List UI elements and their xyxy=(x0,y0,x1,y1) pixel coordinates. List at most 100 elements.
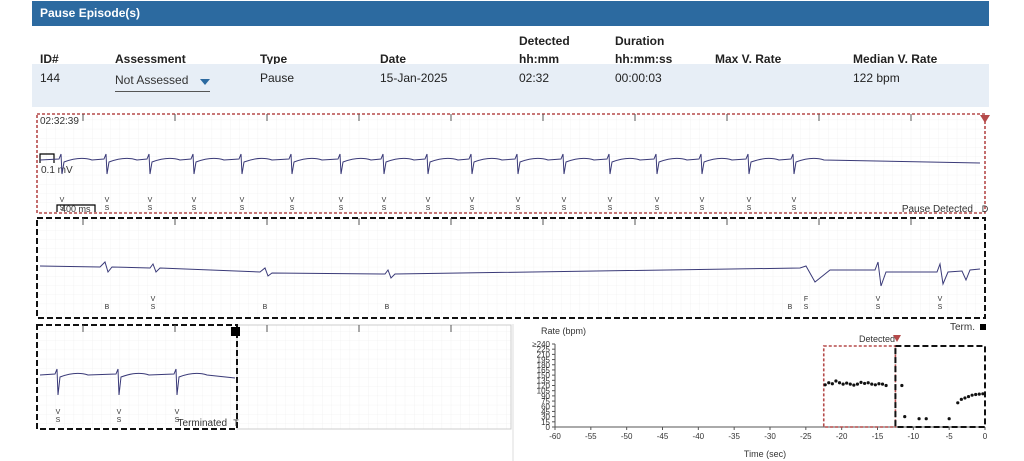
rate-point xyxy=(855,382,860,386)
beat-marker-bottom: S xyxy=(192,205,197,212)
rate-point xyxy=(917,417,921,421)
beat-marker-bottom: S xyxy=(290,205,295,212)
y-tick-label: 225 xyxy=(537,345,551,354)
chart-xlabel: Time (sec) xyxy=(744,449,786,459)
beat-marker-top: V xyxy=(151,296,156,303)
detected-window xyxy=(822,345,897,428)
rate-point xyxy=(870,382,874,386)
ecg-strip-1[interactable]: 02:32:39 0.1 mV 400 ms VSVSVSVSVSVSVSVSV… xyxy=(36,113,990,215)
terminated-label: Terminated xyxy=(178,418,227,429)
beat-marker-bottom: S xyxy=(426,205,431,212)
rate-point xyxy=(834,379,838,383)
rate-point xyxy=(947,417,951,421)
cell-median-rate: 122 bpm xyxy=(853,71,900,85)
beat-marker-top: V xyxy=(426,197,431,204)
ecg-waveform-3 xyxy=(39,368,236,396)
chart-title: Rate (bpm) xyxy=(541,326,586,336)
col-assessment: Assessment xyxy=(115,52,186,66)
y-tick-label: 150 xyxy=(537,371,551,380)
beat-marker-bottom: S xyxy=(562,205,567,212)
rate-point xyxy=(970,393,974,397)
x-tick-label: -40 xyxy=(693,432,705,441)
rate-point xyxy=(827,381,831,385)
beat-marker-bottom: S xyxy=(747,205,752,212)
y-tick-label: 90 xyxy=(541,392,550,401)
col-median-rate: Median V. Rate xyxy=(853,52,938,66)
strip-1-grid xyxy=(37,114,985,213)
rate-point xyxy=(877,382,881,386)
beat-marker-bottom: S xyxy=(516,205,521,212)
beat-marker-bottom: S xyxy=(56,417,61,424)
x-tick-label: -5 xyxy=(946,432,954,441)
caret-down-icon[interactable] xyxy=(200,79,210,85)
beat-marker-top: V xyxy=(747,197,752,204)
beat-marker-top: V xyxy=(516,197,521,204)
beat-marker-bottom: S xyxy=(60,205,65,212)
beat-marker-bottom: S xyxy=(876,304,881,311)
rate-point xyxy=(884,383,888,388)
strip-2-grid xyxy=(37,218,985,318)
y-tick-label: 30 xyxy=(541,413,550,422)
rate-point xyxy=(859,380,863,384)
col-duration: Duration xyxy=(615,34,665,48)
beat-marker-bottom: B xyxy=(385,304,390,311)
rate-point xyxy=(830,382,834,386)
x-tick-label: -55 xyxy=(585,432,597,441)
strip-2-time-ticks xyxy=(82,218,912,225)
beat-marker-top: V xyxy=(148,197,153,204)
y-tick-label: ≥240 xyxy=(532,340,550,349)
rate-point xyxy=(866,381,870,385)
beat-marker-top: V xyxy=(117,409,122,416)
strip-3-grid xyxy=(37,325,237,429)
beat-marker-top: V xyxy=(240,197,245,204)
detected-window-label: Detected xyxy=(859,334,895,344)
episodes-title: Pause Episode(s) xyxy=(40,6,141,20)
y-tick-label: 165 xyxy=(537,366,551,375)
beat-marker-bottom: S xyxy=(105,205,110,212)
y-tick-label: 0 xyxy=(546,423,551,432)
table-row[interactable] xyxy=(32,64,989,107)
episodes-header: Pause Episode(s) xyxy=(32,1,989,26)
rate-point xyxy=(845,381,849,385)
col-max-rate: Max V. Rate xyxy=(715,52,782,66)
y-tick-label: 195 xyxy=(537,356,551,365)
beat-marker-bottom: B xyxy=(788,304,793,311)
end-square-icon xyxy=(231,327,240,336)
beat-marker-top: F xyxy=(804,296,808,303)
beat-marker-bottom: S xyxy=(151,304,156,311)
ms-scale-label: 400 ms xyxy=(61,204,91,214)
rate-point xyxy=(924,417,928,421)
rate-point xyxy=(959,397,963,401)
col-duration-unit: hh:mm:ss xyxy=(615,52,673,66)
y-tick-label: 210 xyxy=(537,350,551,359)
detected-end-marker: D xyxy=(982,204,989,214)
beat-marker-top: V xyxy=(938,296,943,303)
beat-marker-bottom: S xyxy=(240,205,245,212)
detected-triangle-icon xyxy=(893,335,901,342)
ms-scale-icon xyxy=(56,204,96,212)
strip-2-border xyxy=(36,217,986,319)
rate-point xyxy=(903,415,907,419)
y-tick-label: 135 xyxy=(537,376,551,385)
ecg-waveform-1 xyxy=(39,153,981,175)
col-type: Type xyxy=(260,52,288,66)
beat-marker-bottom: S xyxy=(700,205,705,212)
x-tick-label: -20 xyxy=(836,432,848,441)
beat-marker-bottom: S xyxy=(175,417,180,424)
beat-marker-bottom: B xyxy=(263,304,268,311)
x-tick-label: -35 xyxy=(728,432,740,441)
term-square-icon xyxy=(980,324,986,330)
beat-marker-bottom: S xyxy=(792,205,797,212)
rate-chart: Rate (bpm) Time (sec) Detected 015304560… xyxy=(512,324,988,461)
strip-1-border xyxy=(36,113,986,214)
x-tick-label: -15 xyxy=(872,432,884,441)
assessment-dropdown[interactable]: Not Assessed xyxy=(115,73,210,92)
beat-marker-bottom: S xyxy=(339,205,344,212)
strip-3-time-ticks xyxy=(82,325,452,332)
strip-timestamp: 02:32:39 xyxy=(40,116,79,127)
pause-detected-label: Pause Detected xyxy=(902,204,973,215)
